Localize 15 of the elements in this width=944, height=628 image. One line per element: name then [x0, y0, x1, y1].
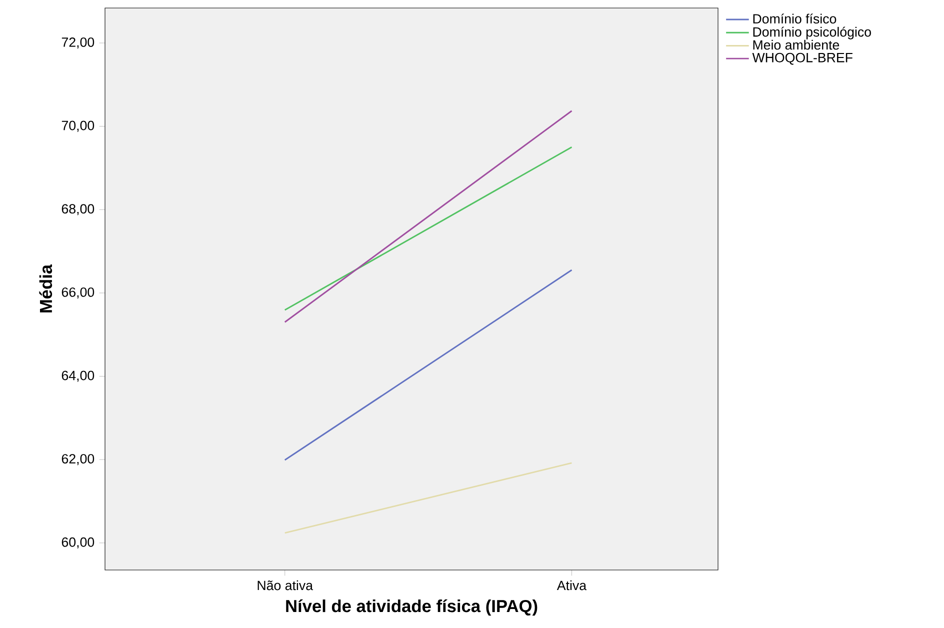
y-tick-label: 72,00 — [62, 37, 94, 49]
x-tick-label: Ativa — [556, 580, 587, 590]
y-tick-label: 70,00 — [62, 120, 94, 132]
x-axis-title: Nível de atividade física (IPAQ) — [286, 599, 538, 616]
legend-label: WHOQOL-BREF — [752, 52, 852, 65]
y-axis-title: Média — [39, 264, 52, 312]
legend-label: Domínio psicológico — [753, 26, 871, 40]
x-tick-label: Não ativa — [258, 580, 314, 590]
y-tick-label: 66,00 — [62, 287, 94, 298]
legend-label: Meio ambiente — [753, 40, 840, 50]
y-tick-label: 64,00 — [62, 370, 94, 382]
legend-label: Domínio físico — [753, 14, 836, 24]
y-tick-label: 62,00 — [62, 454, 94, 466]
y-tick-label: 60,00 — [62, 537, 94, 548]
y-tick-label: 68,00 — [62, 204, 94, 216]
